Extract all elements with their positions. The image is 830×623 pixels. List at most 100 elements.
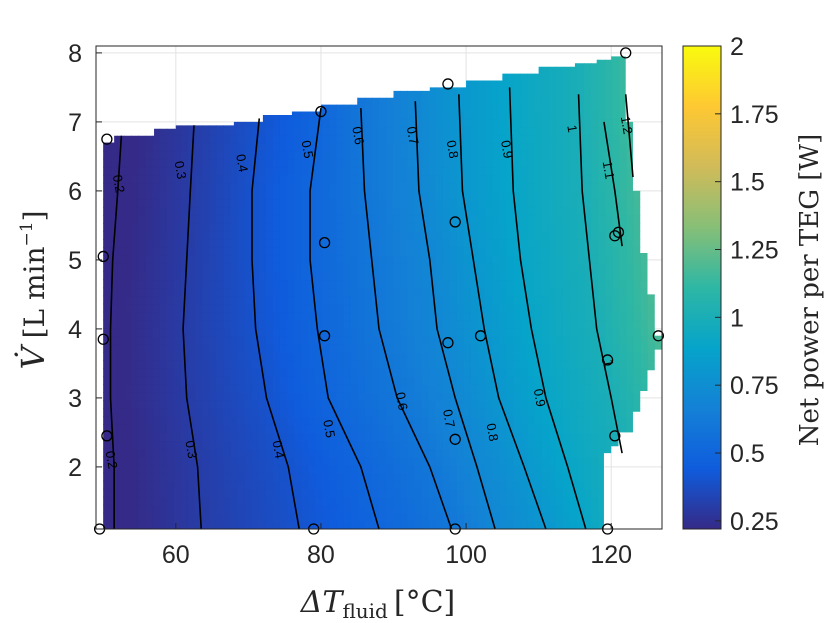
- heatmap-cell: [513, 118, 522, 128]
- heatmap-cell: [619, 327, 628, 337]
- heatmap-cell: [442, 182, 451, 192]
- heatmap-cell: [456, 263, 465, 272]
- heatmap-cell: [506, 504, 515, 514]
- heatmap-cell: [640, 359, 649, 369]
- heatmap-cell: [478, 343, 486, 353]
- heatmap-cell: [626, 223, 635, 232]
- heatmap-cell: [237, 239, 246, 248]
- heatmap-cell: [470, 86, 479, 95]
- contour-label: 0.4: [233, 153, 251, 173]
- heatmap-cell: [209, 327, 217, 337]
- heatmap-cell: [626, 279, 635, 289]
- heatmap-cell: [343, 223, 352, 232]
- heatmap-cell: [456, 351, 465, 361]
- heatmap-cell: [463, 376, 472, 385]
- heatmap-cell: [534, 480, 543, 490]
- heatmap-cell: [598, 182, 606, 192]
- heatmap-cell: [548, 392, 557, 401]
- heatmap-cell: [230, 488, 239, 498]
- heatmap-cell: [591, 271, 599, 281]
- heatmap-cell: [470, 400, 479, 409]
- measurement-point: [318, 236, 331, 249]
- heatmap-cell: [322, 102, 331, 111]
- heatmap-cell: [180, 182, 189, 192]
- heatmap-cell: [357, 247, 366, 256]
- heatmap-cell: [301, 255, 309, 264]
- heatmap-cell: [357, 351, 366, 361]
- heatmap-cell: [357, 520, 366, 530]
- heatmap-cell: [470, 327, 479, 337]
- heatmap-cell: [407, 166, 415, 176]
- heatmap-cell: [287, 376, 295, 385]
- heatmap-cell: [124, 384, 132, 393]
- heatmap-cell: [166, 448, 175, 458]
- heatmap-cell: [393, 351, 401, 361]
- heatmap-cell: [386, 496, 394, 506]
- heatmap-cell: [187, 255, 196, 264]
- measurement-point: [609, 430, 621, 442]
- heatmap-cell: [470, 198, 479, 208]
- heatmap-cell: [251, 488, 260, 498]
- heatmap-cell: [421, 408, 430, 417]
- heatmap-cell: [301, 408, 309, 417]
- heatmap-cell: [173, 311, 182, 321]
- heatmap-cell: [506, 126, 515, 136]
- heatmap-cell: [619, 343, 628, 353]
- heatmap-cell: [343, 319, 352, 329]
- heatmap-cell: [534, 319, 543, 329]
- heatmap-cell: [187, 392, 196, 401]
- heatmap-cell: [202, 166, 210, 176]
- heatmap-cell: [265, 496, 274, 506]
- heatmap-cell: [294, 174, 302, 184]
- heatmap-cell: [619, 231, 628, 240]
- measurement-point: [442, 78, 454, 90]
- heatmap-cell: [442, 166, 451, 176]
- measurement-point: [315, 105, 327, 118]
- heatmap-cell: [237, 416, 246, 425]
- heatmap-cell: [379, 504, 387, 514]
- heatmap-cell: [195, 158, 203, 168]
- heatmap-cell: [350, 110, 359, 120]
- heatmap-cell: [520, 118, 529, 128]
- heatmap-cell: [357, 512, 366, 522]
- heatmap-cell: [428, 448, 437, 458]
- heatmap-cell: [371, 263, 380, 272]
- heatmap-cell: [435, 239, 444, 248]
- heatmap-cell: [258, 271, 267, 281]
- heatmap-cell: [570, 239, 578, 248]
- heatmap-cell: [371, 150, 380, 160]
- heatmap-cell: [598, 86, 606, 95]
- heatmap-cell: [562, 279, 571, 289]
- heatmap-cell: [357, 198, 366, 208]
- heatmap-cell: [435, 400, 444, 409]
- heatmap-cell: [393, 400, 401, 409]
- heatmap-cell: [110, 376, 118, 385]
- heatmap-cell: [527, 520, 536, 530]
- heatmap-cell: [315, 384, 323, 393]
- heatmap-cell: [145, 343, 154, 353]
- heatmap-cell: [173, 480, 182, 490]
- heatmap-cell: [492, 231, 500, 240]
- heatmap-cell: [131, 319, 140, 329]
- heatmap-cell: [379, 150, 387, 160]
- heatmap-cell: [187, 142, 196, 152]
- heatmap-cell: [612, 142, 621, 152]
- heatmap-cell: [541, 327, 550, 337]
- heatmap-cell: [407, 247, 415, 256]
- heatmap-cell: [562, 110, 571, 120]
- heatmap-cell: [456, 166, 465, 176]
- heatmap-cell: [647, 351, 656, 361]
- heatmap-cell: [272, 416, 281, 425]
- heatmap-cell: [145, 472, 154, 482]
- heatmap-cell: [591, 319, 599, 329]
- heatmap-cell: [520, 94, 529, 103]
- heatmap-cell: [591, 359, 599, 369]
- heatmap-cell: [152, 440, 161, 450]
- heatmap-cell: [598, 271, 606, 281]
- heatmap-cell: [591, 408, 599, 417]
- heatmap-cell: [230, 472, 239, 482]
- heatmap-cell: [626, 207, 635, 216]
- heatmap-cell: [414, 198, 423, 208]
- heatmap-cell: [428, 207, 437, 216]
